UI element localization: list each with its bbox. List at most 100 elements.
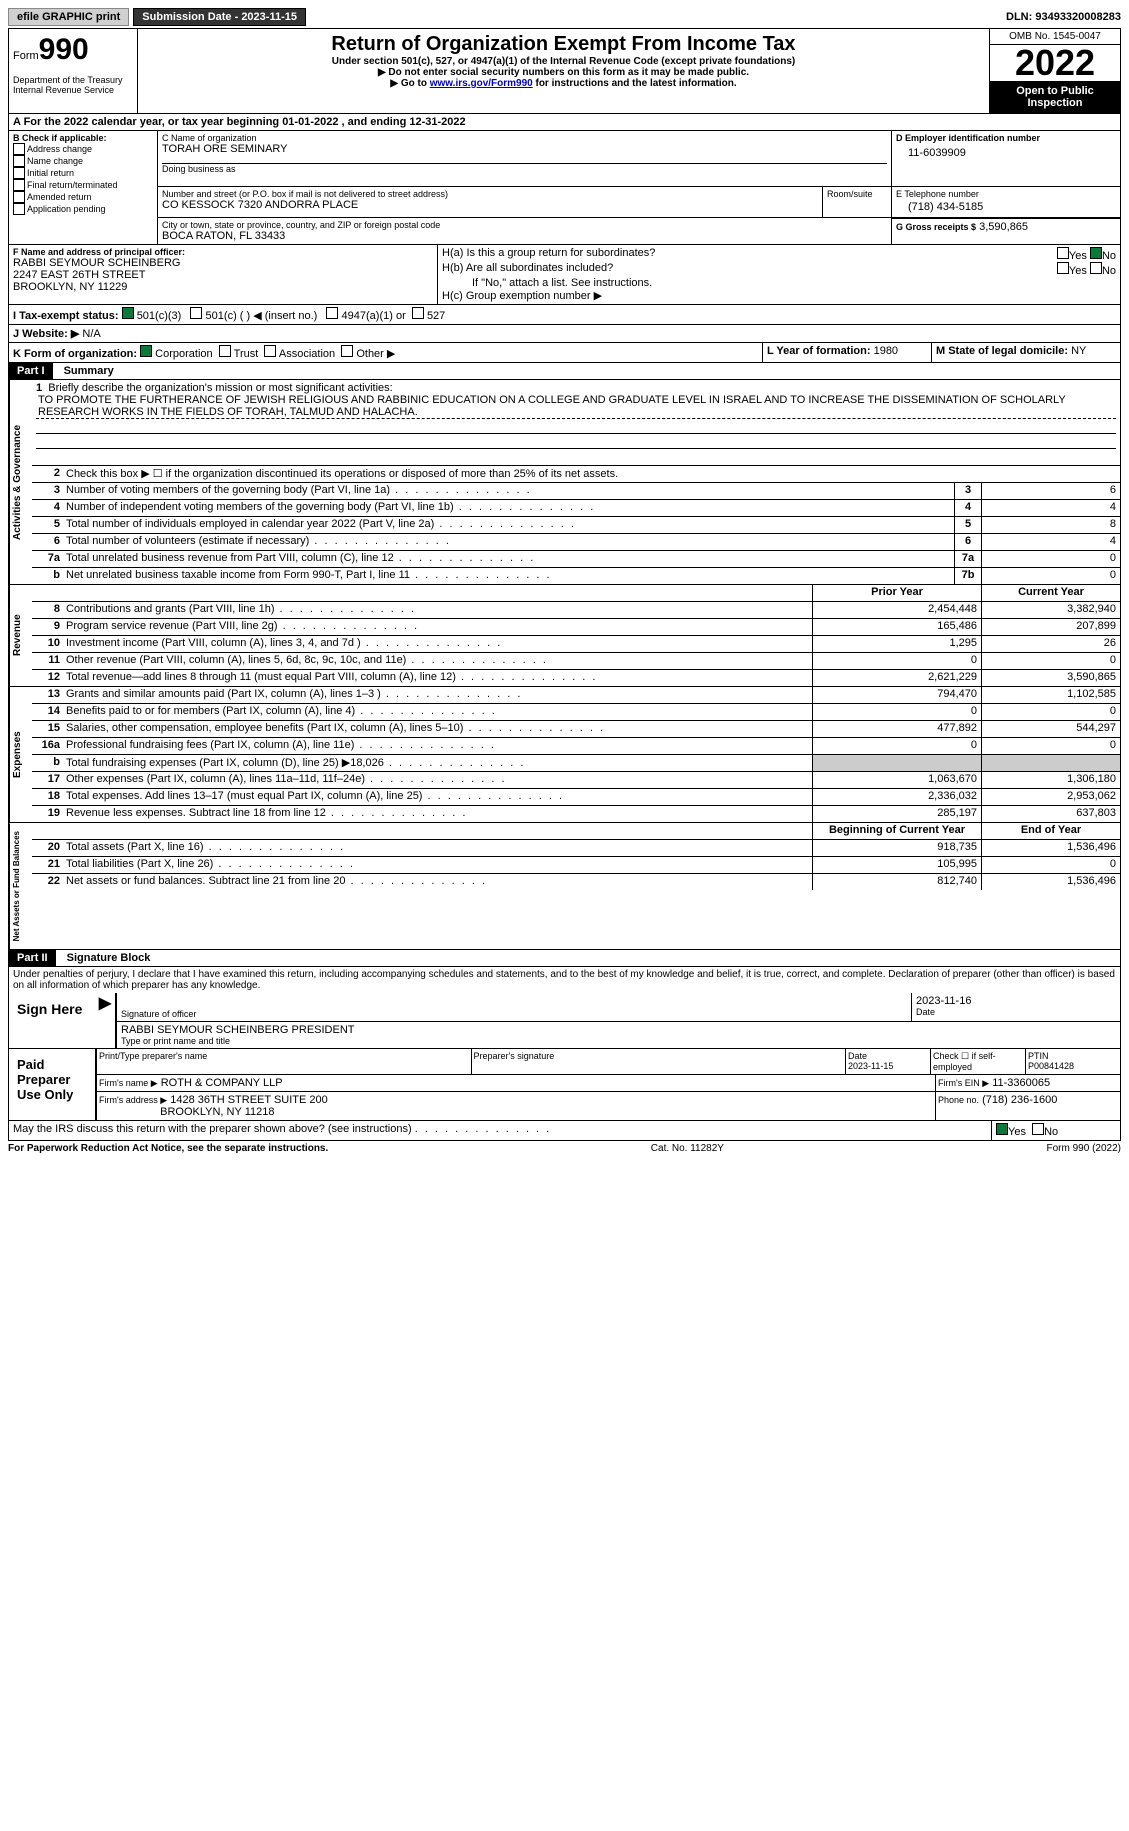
sig-name: RABBI SEYMOUR SCHEINBERG PRESIDENT [121,1024,1116,1036]
gross-receipts: 3,590,865 [979,221,1028,233]
g-label: G Gross receipts $ [896,222,976,232]
cb-assoc[interactable] [264,345,276,357]
year-formation: 1980 [874,345,898,357]
ein-value: 11-6039909 [896,143,1116,163]
current-year-head: Current Year [981,585,1120,601]
prep-sig-label: Preparer's signature [472,1049,847,1074]
i-label: I Tax-exempt status: [13,310,119,322]
form-header: Form990 Department of the Treasury Inter… [8,28,1121,114]
cb-ha-no[interactable] [1090,247,1102,259]
firm-addr: 1428 36TH STREET SUITE 200 [170,1094,328,1106]
goto-pre: ▶ Go to [390,78,429,89]
ptin-value: P00841428 [1028,1061,1074,1071]
e-label: E Telephone number [896,189,1116,199]
cb-ha-yes[interactable] [1057,247,1069,259]
tax-year: 2022 [990,45,1120,81]
cb-trust[interactable] [219,345,231,357]
cb-name[interactable] [13,155,25,167]
city-label: City or town, state or province, country… [162,220,887,230]
cb-501c3[interactable] [122,307,134,319]
sig-date-label: Date [916,1007,1116,1017]
cb-discuss-no[interactable] [1032,1123,1044,1135]
cb-other[interactable] [341,345,353,357]
f-label: F Name and address of principal officer: [13,247,433,257]
city-value: BOCA RATON, FL 33433 [162,230,887,242]
b-label: B Check if applicable: [13,133,153,143]
prior-year-head: Prior Year [812,585,981,601]
d-label: D Employer identification number [896,133,1116,143]
note-ssn: ▶ Do not enter social security numbers o… [142,67,985,78]
penalty-text: Under penalties of perjury, I declare th… [8,967,1121,993]
website-value: N/A [82,328,100,340]
cb-501c[interactable] [190,307,202,319]
form-number: 990 [39,33,89,66]
cb-discuss-yes[interactable] [996,1123,1008,1135]
irs-label: Internal Revenue Service [13,85,133,95]
sig-officer-label: Signature of officer [121,1009,907,1019]
sign-here: Sign Here [9,993,95,1048]
net-label: Net Assets or Fund Balances [9,823,32,949]
arrow-icon: ▶ [95,993,115,1048]
firm-ein: 11-3360065 [992,1077,1050,1089]
addr-label: Number and street (or P.O. box if mail i… [162,189,818,199]
check-self: Check ☐ if self-employed [931,1049,1026,1074]
part1-title: Summary [56,365,114,377]
hc-label: H(c) Group exemption number ▶ [442,289,1116,302]
state-domicile: NY [1071,345,1086,357]
gov-label: Activities & Governance [9,380,32,584]
cb-hb-no[interactable] [1090,262,1102,274]
discuss-text: May the IRS discuss this return with the… [13,1123,412,1135]
cb-amended[interactable] [13,191,25,203]
org-name: TORAH ORE SEMINARY [162,143,887,155]
part1-header: Part I [9,363,53,379]
footer-mid: Cat. No. 11282Y [651,1143,724,1154]
footer-left: For Paperwork Reduction Act Notice, see … [8,1143,328,1154]
hb-label: H(b) Are all subordinates included? [442,262,613,277]
k-label: K Form of organization: [13,348,137,360]
prep-name-label: Print/Type preparer's name [97,1049,472,1074]
top-bar: efile GRAPHIC print Submission Date - 20… [8,8,1121,26]
officer-addr2: BROOKLYN, NY 11229 [13,281,433,293]
cb-hb-yes[interactable] [1057,262,1069,274]
line2-text: Check this box ▶ ☐ if the organization d… [64,466,1120,482]
cb-527[interactable] [412,307,424,319]
cb-final[interactable] [13,179,25,191]
officer-name: RABBI SEYMOUR SCHEINBERG [13,257,433,269]
m-label: M State of legal domicile: [936,345,1068,357]
end-year-head: End of Year [981,823,1120,839]
open-inspection: Open to Public Inspection [990,81,1120,113]
sig-date: 2023-11-16 [916,995,1116,1007]
cb-address[interactable] [13,143,25,155]
firm-name: ROTH & COMPANY LLP [161,1077,283,1089]
dln-text: DLN: 93493320008283 [1006,11,1121,23]
l-label: L Year of formation: [767,345,871,357]
cb-4947[interactable] [326,307,338,319]
return-subtitle: Under section 501(c), 527, or 4947(a)(1)… [142,56,985,67]
cb-initial[interactable] [13,167,25,179]
dept-treasury: Department of the Treasury [13,75,133,85]
return-title: Return of Organization Exempt From Incom… [142,33,985,56]
part2-title: Signature Block [59,952,151,964]
goto-post: for instructions and the latest informat… [533,78,737,89]
dba-label: Doing business as [162,163,887,174]
room-label: Room/suite [823,187,892,217]
section-b: B Check if applicable: Address change Na… [9,131,158,244]
rev-label: Revenue [9,585,32,686]
efile-button[interactable]: efile GRAPHIC print [8,8,129,26]
begin-year-head: Beginning of Current Year [812,823,981,839]
sig-name-label: Type or print name and title [121,1036,1116,1046]
irs-link[interactable]: www.irs.gov/Form990 [430,78,533,89]
submission-button[interactable]: Submission Date - 2023-11-15 [133,8,306,26]
ha-label: H(a) Is this a group return for subordin… [442,247,655,262]
paid-preparer: Paid Preparer Use Only [9,1049,95,1120]
line1-label: Briefly describe the organization's miss… [48,382,392,394]
calendar-year: A For the 2022 calendar year, or tax yea… [9,114,1120,130]
cb-corp[interactable] [140,345,152,357]
part2-header: Part II [9,950,56,966]
mission-text: TO PROMOTE THE FURTHERANCE OF JEWISH REL… [36,394,1116,419]
c-name-label: C Name of organization [162,133,887,143]
line-a: A For the 2022 calendar year, or tax yea… [8,114,1121,131]
hb-note: If "No," attach a list. See instructions… [442,277,1116,289]
cb-pending[interactable] [13,203,25,215]
form-word: Form [13,50,39,62]
